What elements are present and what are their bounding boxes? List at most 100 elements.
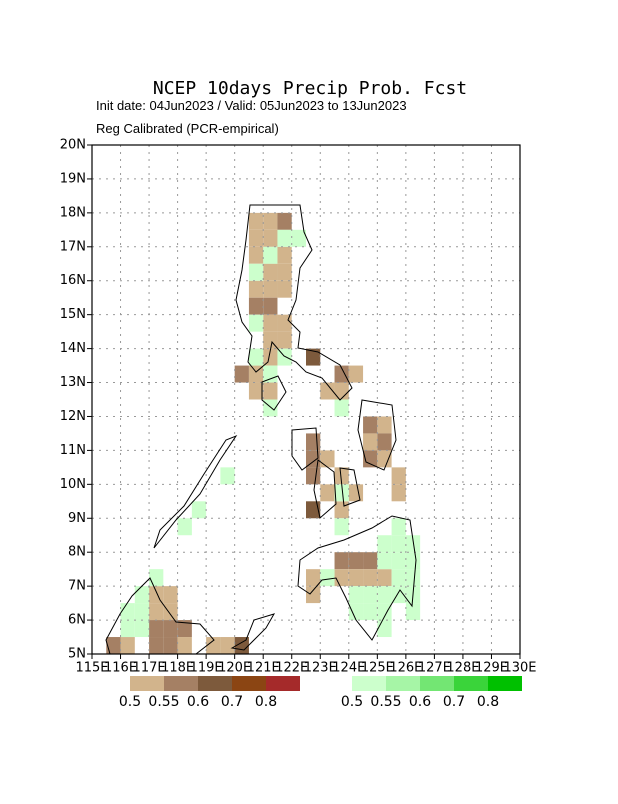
prob-cell xyxy=(348,552,364,570)
coast-panay xyxy=(291,427,319,471)
x-tick-label: 118E xyxy=(161,661,194,676)
legend-swatch xyxy=(232,676,266,691)
prob-cell xyxy=(248,297,264,315)
prob-cell xyxy=(306,569,321,587)
coast-bohol-cebu xyxy=(339,467,361,507)
prob-cell xyxy=(149,569,164,587)
x-tick-label: 124E xyxy=(332,661,365,676)
prob-cell xyxy=(220,467,235,485)
x-tick-label: 121E xyxy=(247,661,280,676)
prob-cell xyxy=(248,382,264,400)
prob-cell xyxy=(248,280,264,298)
prob-cell xyxy=(163,620,178,638)
x-tick-label: 120E xyxy=(218,661,251,676)
prob-cell xyxy=(405,569,421,587)
legend-swatch xyxy=(266,676,300,691)
y-tick-label: 19N xyxy=(60,171,86,186)
prob-cell xyxy=(106,637,121,654)
coast-sulu xyxy=(230,613,276,651)
prob-cell xyxy=(334,569,349,587)
coast-negros xyxy=(313,459,337,519)
prob-cell xyxy=(306,450,321,468)
legend-swatch xyxy=(352,676,386,691)
prob-cell xyxy=(391,535,406,553)
prob-cell xyxy=(348,586,364,604)
x-tick-label: 125E xyxy=(361,661,394,676)
x-tick-label: 115E xyxy=(75,661,108,676)
prob-cell xyxy=(377,416,392,434)
prob-cell xyxy=(377,535,392,553)
legend-label: 0.7 xyxy=(221,694,243,710)
legend-label: 0.5 xyxy=(119,694,141,710)
plot-frame xyxy=(91,144,521,655)
prob-cell xyxy=(277,331,292,349)
legend-swatch xyxy=(198,676,232,691)
prob-cell xyxy=(405,535,421,553)
x-tick-label: 116E xyxy=(104,661,137,676)
legend-label: 0.55 xyxy=(370,694,401,710)
prob-cell xyxy=(277,280,292,298)
coast-palawan xyxy=(153,434,238,549)
prob-cell xyxy=(277,246,292,264)
x-tick-label: 127E xyxy=(418,661,451,676)
prob-cell xyxy=(234,637,249,654)
prob-cell xyxy=(377,586,392,604)
prob-cell xyxy=(177,518,192,536)
prob-cell xyxy=(291,229,306,247)
coast-luzon xyxy=(235,204,353,401)
legend: 0.5 0.55 0.6 0.7 0.8 0.5 0.55 0.6 0.7 0.8 xyxy=(119,676,522,710)
legend-swatch xyxy=(488,676,522,691)
x-tick-label: 126E xyxy=(389,661,422,676)
prob-cell xyxy=(191,501,207,519)
prob-cell xyxy=(248,246,264,264)
x-tick-label: 117E xyxy=(133,661,166,676)
coast-samar-leyte xyxy=(357,399,397,471)
y-tick-label: 7N xyxy=(68,579,86,594)
prob-cell xyxy=(134,586,150,604)
legend-swatch xyxy=(454,676,488,691)
prob-cell xyxy=(149,603,164,621)
prob-cell xyxy=(149,586,164,604)
x-tick-label: 128E xyxy=(446,661,479,676)
prob-cell xyxy=(248,365,264,383)
prob-cell xyxy=(263,348,278,366)
y-tick-label: 5N xyxy=(68,647,86,662)
y-tick-label: 12N xyxy=(60,409,86,424)
grid xyxy=(92,145,520,654)
prob-cell xyxy=(391,552,406,570)
coast-mindoro xyxy=(261,375,287,411)
prob-cell xyxy=(377,620,392,638)
y-tick-label: 11N xyxy=(60,443,86,458)
prob-cell xyxy=(177,620,192,638)
prob-cell xyxy=(277,229,292,247)
prob-cell xyxy=(391,467,406,485)
prob-cell xyxy=(263,297,278,315)
legend-label: 0.7 xyxy=(443,694,465,710)
prob-cell xyxy=(377,433,392,451)
prob-cell xyxy=(377,552,392,570)
prob-cell xyxy=(248,314,264,332)
prob-cell xyxy=(248,263,264,281)
prob-cell xyxy=(334,399,349,417)
prob-cell xyxy=(248,212,264,230)
y-tick-label: 20N xyxy=(60,138,86,153)
legend-label: 0.55 xyxy=(148,694,179,710)
subtitle: Init date: 04Jun2023 / Valid: 05Jun2023 … xyxy=(96,98,407,113)
prob-cell xyxy=(263,263,278,281)
legend-swatch xyxy=(130,676,164,691)
prob-cell xyxy=(405,603,421,621)
prob-cell xyxy=(177,637,192,654)
prob-cell xyxy=(363,416,378,434)
legend-label: 0.6 xyxy=(409,694,431,710)
title: NCEP 10days Precip Prob. Fcst xyxy=(153,78,467,99)
prob-cell xyxy=(149,637,164,654)
x-tick-label: 123E xyxy=(304,661,337,676)
prob-cell xyxy=(391,484,406,502)
y-tick-label: 8N xyxy=(68,545,86,560)
y-tick-label: 18N xyxy=(60,205,86,220)
prob-cell xyxy=(334,552,349,570)
prob-cell xyxy=(334,518,349,536)
prob-cell xyxy=(306,586,321,604)
y-tick-label: 13N xyxy=(60,375,86,390)
